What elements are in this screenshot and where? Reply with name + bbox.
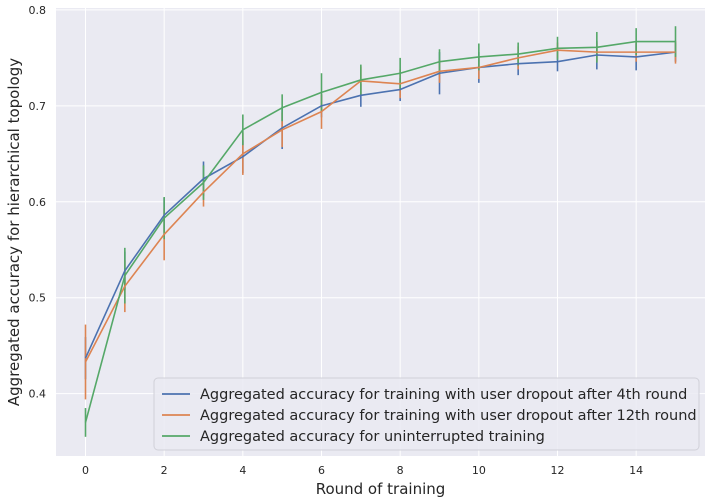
y-axis-ticks: 0.4 0.5 0.6 0.7 0.8	[29, 4, 47, 401]
legend-entry-series-2: Aggregated accuracy for training with us…	[200, 408, 697, 424]
y-tick-label: 0.8	[29, 4, 47, 17]
x-tick-label: 6	[318, 464, 325, 477]
y-tick-label: 0.5	[29, 292, 47, 305]
x-tick-label: 14	[629, 464, 643, 477]
x-tick-label: 10	[472, 464, 486, 477]
legend-box	[153, 377, 700, 451]
legend: Aggregated accuracy for training with us…	[153, 377, 700, 451]
legend-entry-series-1: Aggregated accuracy for training with us…	[200, 387, 687, 403]
legend-entry-series-3: Aggregated accuracy for uninterrupted tr…	[200, 429, 545, 445]
y-tick-label: 0.4	[29, 388, 47, 401]
x-tick-label: 4	[239, 464, 246, 477]
x-tick-label: 8	[397, 464, 404, 477]
y-axis-label: Aggregated accuracy for hierarchical top…	[5, 58, 23, 406]
series-lines	[84, 40, 676, 423]
series-line-3	[84, 40, 676, 423]
series-line-1	[84, 51, 676, 359]
y-tick-label: 0.6	[29, 196, 47, 209]
x-axis-ticks: 0 2 4 6 8 10 12 14	[82, 464, 643, 477]
series-line-2	[84, 49, 676, 363]
x-axis-label: Round of training	[316, 480, 446, 498]
x-tick-label: 2	[161, 464, 168, 477]
y-tick-label: 0.7	[29, 100, 47, 113]
x-tick-label: 0	[82, 464, 89, 477]
x-tick-label: 12	[551, 464, 565, 477]
